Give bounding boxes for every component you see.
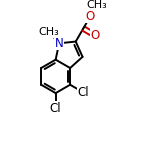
Text: CH₃: CH₃	[39, 27, 59, 37]
Text: O: O	[90, 29, 100, 42]
Text: O: O	[86, 10, 95, 23]
Text: N: N	[55, 37, 64, 50]
Text: Cl: Cl	[50, 102, 61, 115]
Text: CH₃: CH₃	[87, 0, 107, 10]
Text: Cl: Cl	[77, 86, 89, 99]
